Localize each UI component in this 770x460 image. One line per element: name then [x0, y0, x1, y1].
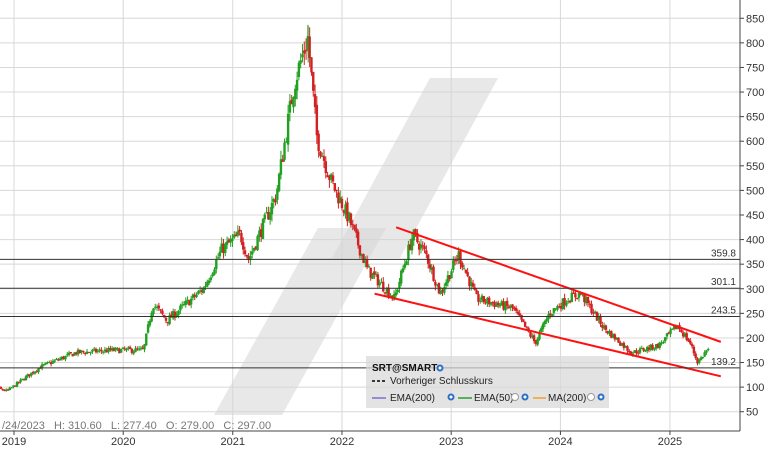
candle [488, 296, 490, 307]
candle [95, 348, 97, 354]
x-tick-label: 2020 [111, 436, 135, 448]
y-tick-label: 800 [746, 38, 764, 50]
candle [68, 351, 70, 357]
y-tick-label: 500 [746, 185, 764, 197]
x-tick-label: 2023 [439, 436, 463, 448]
candle [405, 260, 407, 265]
candle [346, 198, 348, 227]
candle [16, 381, 18, 387]
x-tick-label: 2022 [330, 436, 354, 448]
ema50-visibility-icon[interactable] [512, 394, 519, 401]
candle [700, 356, 702, 361]
candle [617, 337, 619, 343]
y-tick-label: 50 [746, 407, 758, 419]
candle [382, 277, 384, 292]
candle [576, 298, 578, 300]
candle [303, 41, 305, 65]
candle [497, 301, 499, 308]
ema200-settings-icon[interactable] [448, 394, 455, 401]
y-tick-label: 200 [746, 333, 764, 345]
candle [120, 349, 122, 353]
candle [100, 347, 102, 354]
legend-title-icon[interactable] [437, 365, 444, 372]
y-tick-label: 700 [746, 87, 764, 99]
candle [203, 286, 205, 293]
ema200-label: EMA(200) [390, 393, 435, 404]
candle [452, 256, 454, 272]
x-tick-label: 2021 [221, 436, 245, 448]
candle [635, 348, 637, 355]
y-tick-label: 550 [746, 161, 764, 173]
candle [332, 172, 334, 184]
y-tick-label: 750 [746, 62, 764, 74]
ohlc-readout: /24/2023 H: 310.60 L: 277.40 O: 279.00 C… [2, 420, 271, 432]
reference-line-label: 359.8 [711, 248, 736, 259]
candle [185, 297, 187, 307]
legend-title: SRT@SMART [372, 363, 437, 374]
candle [129, 345, 131, 349]
candle [262, 218, 264, 239]
ma200-label: MA(200) [548, 393, 586, 404]
y-tick-label: 650 [746, 112, 764, 124]
candle [312, 72, 314, 97]
y-tick-label: 300 [746, 284, 764, 296]
ema50-settings-icon[interactable] [522, 394, 529, 401]
y-tick-label: 350 [746, 259, 764, 271]
candle [229, 235, 231, 246]
candle [64, 356, 66, 361]
y-tick-label: 250 [746, 308, 764, 320]
y-tick-label: 100 [746, 382, 764, 394]
ma200-settings-icon[interactable] [598, 394, 605, 401]
candle [466, 268, 468, 277]
candle [41, 362, 43, 370]
previous-close-label: Vorheriger Schlusskurs [390, 376, 493, 387]
y-tick-label: 850 [746, 13, 764, 25]
candle [190, 296, 192, 308]
candle [571, 289, 573, 302]
candle [298, 61, 300, 81]
candle [587, 296, 589, 306]
ema50-label: EMA(50) [474, 393, 513, 404]
candle [614, 333, 616, 341]
candles [0, 25, 709, 392]
y-tick-label: 450 [746, 210, 764, 222]
x-tick-label: 2024 [548, 436, 572, 448]
candle [319, 151, 321, 159]
trend-line-upper [396, 227, 721, 342]
y-tick-label: 150 [746, 358, 764, 370]
candle [124, 346, 126, 351]
candle [145, 333, 147, 346]
reference-line-label: 139.2 [711, 357, 736, 368]
candle [334, 183, 336, 192]
ma200-visibility-icon[interactable] [588, 394, 595, 401]
x-tick-label: 2025 [658, 436, 682, 448]
candle [278, 172, 280, 192]
reference-line-label: 301.1 [711, 277, 736, 288]
reference-line-label: 243.5 [711, 306, 736, 317]
y-tick-label: 400 [746, 235, 764, 247]
candle [432, 265, 434, 282]
x-tick-label: 2019 [2, 436, 26, 448]
y-tick-label: 600 [746, 136, 764, 148]
candle [377, 272, 379, 288]
candle [86, 349, 88, 354]
candle [556, 305, 558, 312]
candle [524, 322, 526, 328]
candle [131, 348, 133, 354]
candle [115, 347, 117, 352]
legend: SRT@SMART Vorheriger Schlusskurs EMA(200… [366, 356, 609, 408]
candle [450, 269, 452, 279]
candle [422, 241, 424, 251]
